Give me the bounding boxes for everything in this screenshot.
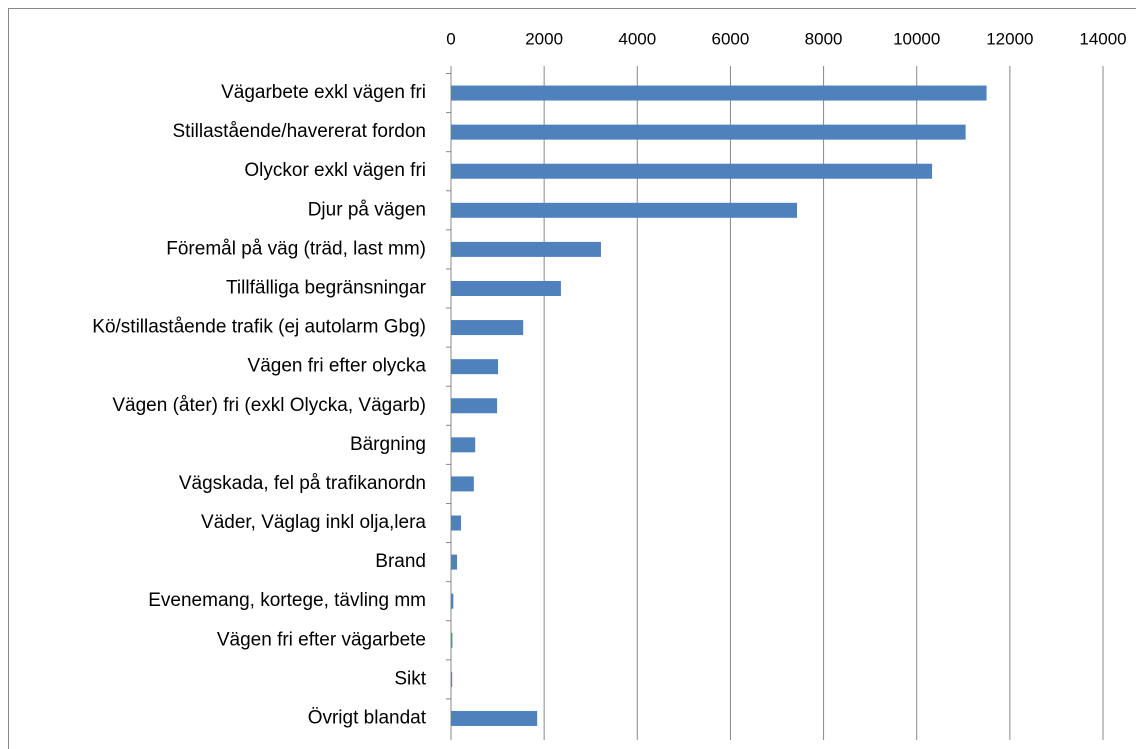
y-tick-label: Brand bbox=[375, 551, 426, 572]
x-tick-label: 0 bbox=[446, 29, 455, 48]
bar bbox=[451, 554, 458, 570]
bar bbox=[451, 632, 453, 648]
x-tick-label: 10000 bbox=[893, 29, 940, 48]
bar bbox=[451, 320, 524, 336]
y-tick-label: Sikt bbox=[394, 668, 426, 689]
y-tick-label: Djur på vägen bbox=[308, 199, 426, 220]
y-tick-label: Stillastående/havererat fordon bbox=[173, 121, 427, 142]
bar bbox=[451, 515, 462, 531]
bar bbox=[451, 398, 498, 414]
bar bbox=[451, 163, 933, 179]
x-tick-label: 2000 bbox=[525, 29, 563, 48]
x-tick-label: 12000 bbox=[986, 29, 1033, 48]
y-tick-label: Vägen (åter) fri (exkl Olycka, Vägarb) bbox=[112, 395, 426, 416]
bar bbox=[451, 437, 476, 453]
bar bbox=[451, 710, 538, 726]
y-tick-label: Övrigt blandat bbox=[308, 707, 427, 728]
y-tick-label: Olyckor exkl vägen fri bbox=[244, 160, 426, 181]
x-tick-label: 4000 bbox=[618, 29, 656, 48]
y-tick-label: Kö/stillastående trafik (ej autolarm Gbg… bbox=[92, 317, 426, 338]
x-tick-label: 14000 bbox=[1079, 29, 1126, 48]
bar bbox=[451, 280, 561, 296]
bar bbox=[451, 593, 454, 609]
bar bbox=[451, 359, 499, 375]
x-tick-label: 8000 bbox=[805, 29, 843, 48]
y-tick-label: Väder, Väglag inkl olja,lera bbox=[201, 512, 426, 533]
bar bbox=[451, 85, 987, 101]
y-tick-label: Tillfälliga begränsningar bbox=[226, 278, 427, 299]
y-tick-label: Evenemang, kortege, tävling mm bbox=[148, 590, 426, 611]
y-tick-label: Vägarbete exkl vägen fri bbox=[221, 82, 426, 103]
chart-frame bbox=[8, 8, 1136, 749]
y-tick-label: Föremål på väg (träd, last mm) bbox=[166, 238, 426, 259]
x-tick-label: 6000 bbox=[712, 29, 750, 48]
y-tick-label: Vägen fri efter olycka bbox=[248, 356, 427, 377]
y-tick-label: Bärgning bbox=[350, 434, 426, 455]
y-tick-label: Vägen fri efter vägarbete bbox=[217, 629, 426, 650]
y-tick-label: Vägskada, fel på trafikanordn bbox=[179, 473, 426, 494]
bar bbox=[451, 671, 453, 687]
bar bbox=[451, 202, 798, 218]
bar bbox=[451, 124, 966, 140]
bar bbox=[451, 241, 601, 257]
bar bbox=[451, 476, 474, 492]
